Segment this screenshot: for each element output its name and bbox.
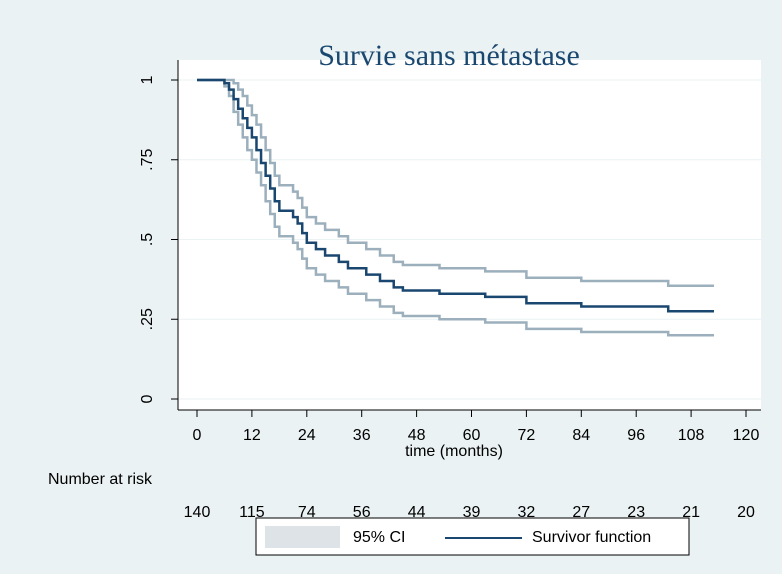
risk-count: 44 [408, 504, 426, 521]
x-tick-label: 36 [353, 427, 371, 444]
x-tick-label: 96 [627, 427, 645, 444]
y-tick-label: .25 [139, 308, 156, 330]
x-tick-label: 120 [733, 427, 760, 444]
risk-table-label: Number at risk [48, 471, 153, 488]
survivor-line [197, 78, 714, 313]
risk-count: 56 [353, 504, 371, 521]
risk-count: 20 [737, 504, 755, 521]
x-tick-label: 84 [572, 427, 590, 444]
risk-count: 32 [518, 504, 536, 521]
legend-label: Survivor function [532, 529, 651, 546]
chart-title: Survie sans métastase [318, 39, 580, 72]
x-tick-label: 60 [463, 427, 481, 444]
risk-count: 115 [239, 504, 265, 521]
x-tick-label: 24 [298, 427, 316, 444]
x-tick-label: 72 [518, 427, 536, 444]
legend-label: 95% CI [353, 529, 405, 546]
ci-lower [197, 78, 714, 337]
y-tick-label: 1 [139, 75, 156, 84]
risk-count: 74 [298, 504, 316, 521]
risk-count: 21 [682, 504, 700, 521]
x-tick-label: 108 [678, 427, 705, 444]
risk-count: 23 [627, 504, 645, 521]
risk-count: 39 [463, 504, 481, 521]
y-tick-label: 0 [139, 394, 156, 403]
legend-swatch [265, 526, 340, 548]
y-tick-label: .5 [139, 233, 156, 246]
y-tick-label: .75 [139, 149, 156, 171]
risk-count: 140 [184, 504, 211, 521]
x-tick-label: 48 [408, 427, 426, 444]
x-tick-label: 12 [243, 427, 261, 444]
x-axis-label: time (months) [405, 443, 503, 460]
risk-count: 27 [572, 504, 590, 521]
x-tick-label: 0 [193, 427, 202, 444]
ci-upper [197, 78, 714, 287]
plot-area [178, 60, 761, 410]
